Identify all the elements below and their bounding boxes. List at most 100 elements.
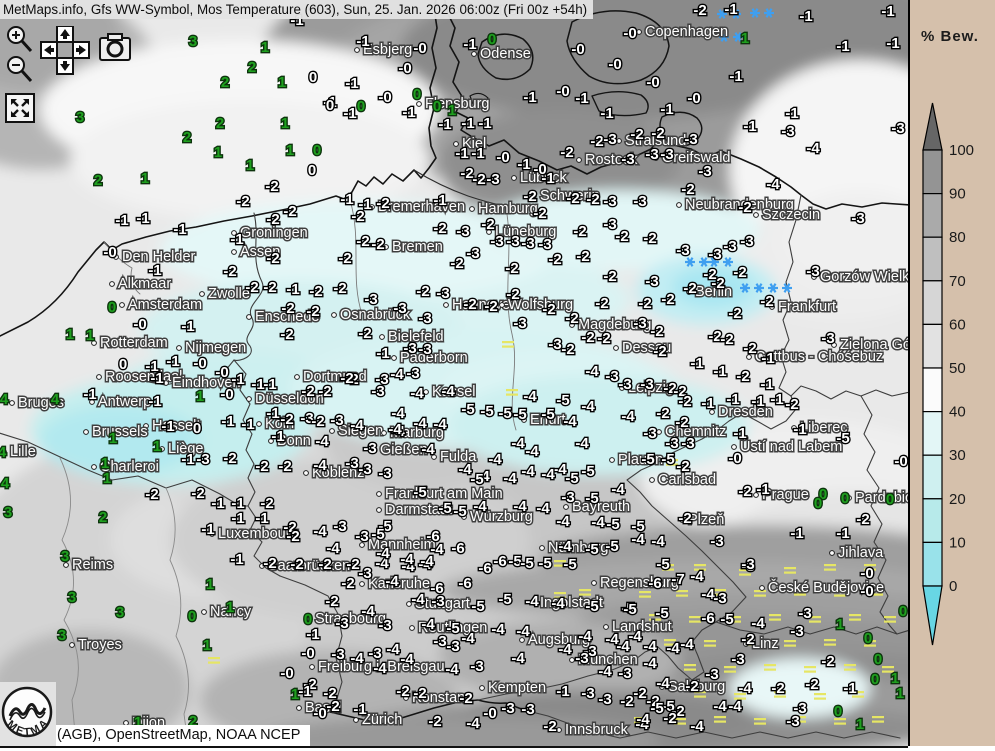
temperature-value: -2 bbox=[450, 255, 463, 272]
temperature-value: -4 bbox=[558, 538, 572, 555]
city-label: Frankfurt am Main bbox=[385, 486, 503, 502]
legend-tick-label: 0 bbox=[949, 578, 957, 595]
temperature-value: 0 bbox=[488, 31, 496, 48]
temperature-value: 2 bbox=[99, 509, 107, 526]
city-marker: Plauen bbox=[609, 451, 665, 470]
temperature-value: -1 bbox=[461, 115, 474, 132]
temperature-value: -3 bbox=[598, 691, 611, 708]
city-marker: Liberec bbox=[791, 419, 849, 438]
temperature-value: 0 bbox=[433, 98, 441, 115]
temperature-value: 1 bbox=[214, 144, 222, 161]
city-label: Berlin bbox=[695, 284, 732, 300]
temperature-value: -4 bbox=[701, 586, 715, 603]
legend-title: % Bew. bbox=[921, 28, 979, 45]
city-label: Ingolstadt bbox=[540, 595, 603, 611]
temperature-value: -4 bbox=[713, 698, 727, 715]
mist-icon bbox=[884, 616, 896, 623]
temperature-value: -2 bbox=[595, 295, 608, 312]
temperature-value: -4 bbox=[430, 541, 444, 558]
temperature-value: -3 bbox=[196, 451, 209, 468]
temperature-value: 0 bbox=[864, 630, 872, 647]
temperature-value: -5 bbox=[641, 451, 654, 468]
temperature-value: 3 bbox=[4, 504, 12, 521]
legend-segment bbox=[922, 323, 943, 369]
temperature-value: -2 bbox=[306, 303, 319, 320]
temperature-value: -1 bbox=[340, 191, 353, 208]
map-canvas[interactable]: HorsensCopenhagenEsbjergOdenseFlensburgK… bbox=[0, 0, 908, 746]
temperature-value: -2 bbox=[281, 300, 294, 317]
city-marker: Berlin bbox=[686, 283, 734, 302]
city-label: Plzeň bbox=[688, 512, 724, 528]
temperature-value: -2 bbox=[338, 250, 351, 267]
city-marker: Frankfurt bbox=[769, 298, 838, 317]
city-label: Landshut bbox=[612, 619, 672, 635]
temperature-value: 1 bbox=[226, 599, 234, 616]
temperature-value: -2 bbox=[693, 2, 706, 19]
city-label: Hasselt bbox=[152, 418, 200, 434]
temperature-value: -4 bbox=[413, 415, 427, 432]
city-marker: Troyes bbox=[69, 636, 123, 655]
temperature-value: -5 bbox=[498, 591, 511, 608]
temperature-value: -1 bbox=[770, 391, 783, 408]
temperature-value: -3 bbox=[684, 131, 697, 148]
temperature-value: -3 bbox=[798, 605, 811, 622]
temperature-value: -2 bbox=[506, 286, 519, 303]
city-marker: Alkmaar bbox=[109, 275, 173, 294]
city-marker: Innsbruck bbox=[556, 721, 630, 740]
city-marker: Fulda bbox=[431, 448, 479, 467]
temperature-value: -4 bbox=[575, 435, 589, 452]
city-label: Stuttgart bbox=[415, 596, 470, 612]
temperature-value: -3 bbox=[335, 615, 348, 632]
pan-down-button[interactable] bbox=[56, 57, 74, 75]
temperature-value: -2 bbox=[620, 693, 633, 710]
temperature-value: -2 bbox=[472, 171, 485, 188]
legend-segment bbox=[922, 411, 943, 456]
fullscreen-button[interactable] bbox=[5, 93, 35, 123]
pan-right-button[interactable] bbox=[72, 41, 90, 59]
mist-icon bbox=[666, 459, 678, 466]
weather-map[interactable]: HorsensCopenhagenEsbjergOdenseFlensburgK… bbox=[0, 0, 908, 748]
temperature-value: -4 bbox=[418, 556, 432, 573]
temperature-value: 1 bbox=[86, 327, 94, 344]
snapshot-camera-button[interactable] bbox=[98, 32, 134, 62]
city-label: Saarbrücken bbox=[268, 558, 350, 574]
pan-up-button[interactable] bbox=[56, 26, 74, 43]
city-marker: Strasbourg bbox=[306, 610, 387, 629]
city-marker: Ingolstadt bbox=[531, 594, 604, 613]
temperature-value: -2 bbox=[340, 370, 353, 387]
temperature-value: -1 bbox=[541, 170, 554, 187]
temperature-value: -0 bbox=[687, 90, 700, 107]
temperature-value: -2 bbox=[396, 683, 409, 700]
zoom-in-button[interactable] bbox=[4, 24, 38, 58]
city-label: Nürnberg bbox=[548, 540, 608, 556]
temperature-value: -4 bbox=[441, 383, 455, 400]
city-label: Alkmaar bbox=[118, 276, 171, 292]
temperature-value: -2 bbox=[416, 283, 429, 300]
temperature-value: -4 bbox=[751, 615, 765, 632]
city-marker: Frankfurt am Main bbox=[376, 485, 504, 504]
city-marker: Nancy bbox=[201, 603, 253, 622]
temperature-value: -5 bbox=[471, 598, 484, 615]
city-marker: Charleroi bbox=[91, 458, 160, 477]
zoom-out-button[interactable] bbox=[4, 54, 38, 88]
mist-icon bbox=[814, 693, 826, 700]
temperature-value: -1 bbox=[358, 196, 371, 213]
pan-left-button[interactable] bbox=[40, 41, 58, 59]
temperature-value: -4 bbox=[598, 663, 612, 680]
city-label: Koblenz bbox=[312, 465, 364, 481]
temperature-value: -2 bbox=[303, 676, 316, 693]
temperature-value: -0 bbox=[571, 41, 584, 58]
temperature-value: -1 bbox=[575, 90, 588, 107]
temperature-value: -3 bbox=[371, 383, 384, 400]
metmaps-logo[interactable]: METMAPS bbox=[0, 673, 56, 746]
city-marker: Rotterdam bbox=[91, 334, 169, 353]
city-marker: Reims bbox=[63, 556, 115, 575]
snow-icon bbox=[717, 9, 741, 19]
city-label: Lüneburg bbox=[495, 224, 556, 240]
city-label: Siegen bbox=[338, 423, 383, 439]
city-label: Mannheim bbox=[368, 537, 436, 553]
temperature-value: -4 bbox=[313, 457, 327, 474]
city-label: Köln bbox=[265, 416, 294, 432]
city-marker: Dresden bbox=[709, 403, 774, 422]
